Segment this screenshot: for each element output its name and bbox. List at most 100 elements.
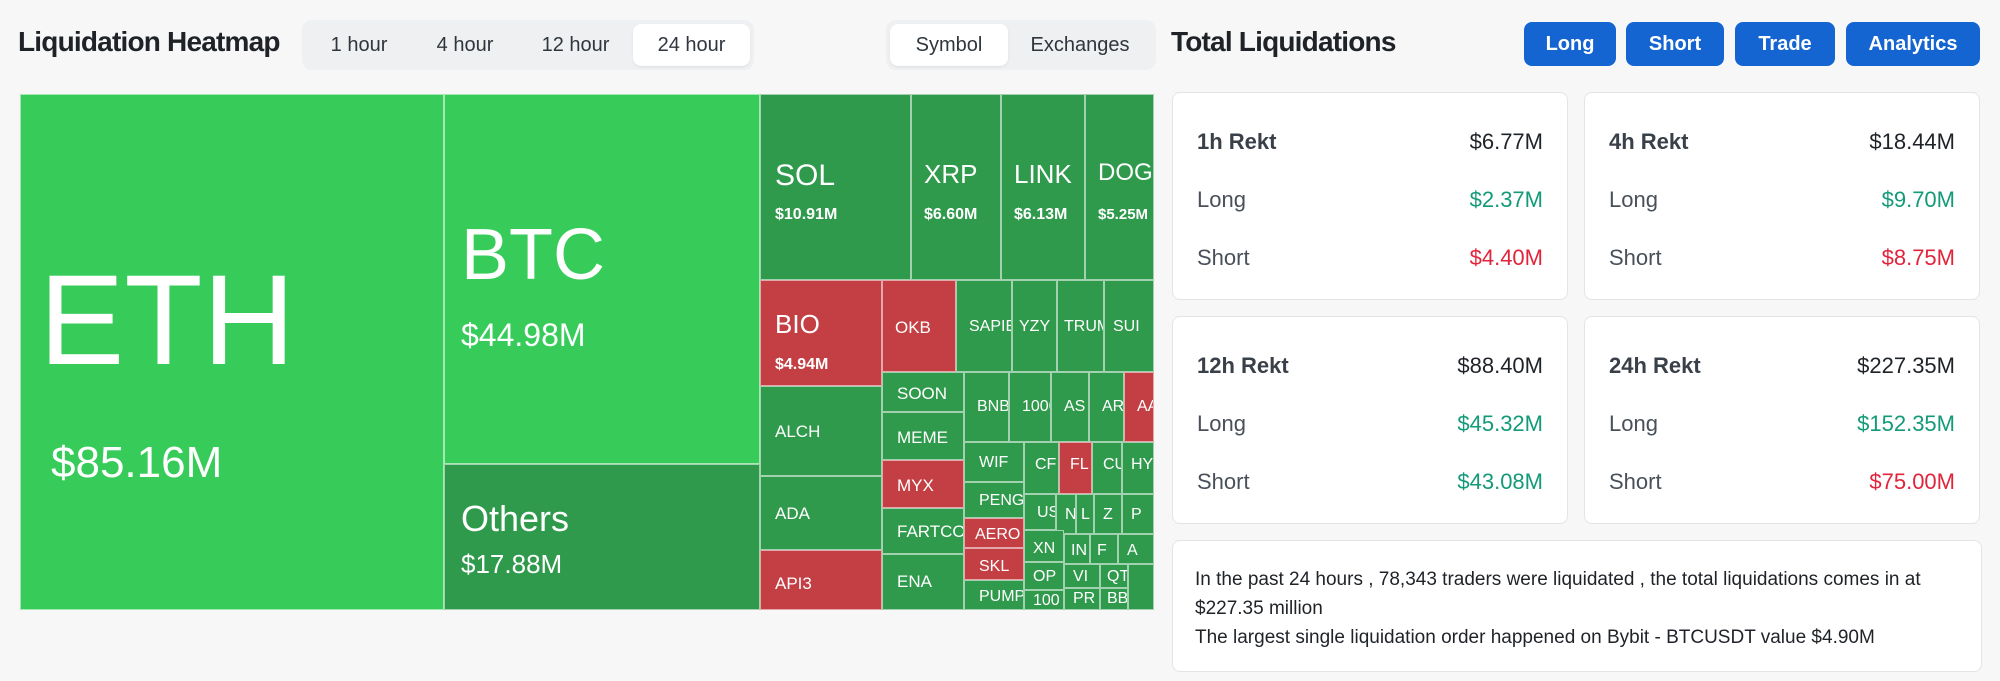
heatmap-tile-alch[interactable]: ALCH xyxy=(760,386,882,476)
heatmap-tile-doge[interactable]: DOGE $5.25M xyxy=(1085,94,1154,280)
tile-symbol: US xyxy=(1037,504,1055,521)
tile-symbol: SOL xyxy=(775,159,836,192)
heatmap-tile-fartcoin[interactable]: FARTCOIN xyxy=(882,508,964,554)
rekt-long-row: Long $45.32M xyxy=(1197,411,1543,437)
heatmap-tile-qt[interactable]: QT xyxy=(1100,564,1128,588)
tile-symbol: F xyxy=(1097,542,1107,559)
heatmap-tile-sol[interactable]: SOL $10.91M xyxy=(760,94,911,280)
analytics-button[interactable]: Analytics xyxy=(1846,22,1980,66)
heatmap-tile-aa[interactable]: AA xyxy=(1124,372,1154,442)
summary-line-2: The largest single liquidation order hap… xyxy=(1195,627,1875,648)
heatmap-tile-yzy[interactable]: YZY xyxy=(1012,280,1057,372)
tile-value: $85.16M xyxy=(51,438,223,487)
heatmap-tile-in[interactable]: IN xyxy=(1064,534,1090,564)
long-button[interactable]: Long xyxy=(1524,22,1616,66)
heatmap-tile-okb[interactable]: OKB xyxy=(882,280,956,372)
heatmap-tile-sui[interactable]: SUI xyxy=(1104,280,1154,372)
heatmap-tile-sapien[interactable]: SAPIEN xyxy=(956,280,1012,372)
rekt-long-label: Long xyxy=(1197,411,1246,436)
heatmap-tile-cu[interactable]: CU xyxy=(1092,442,1122,494)
rekt-total-value: $227.35M xyxy=(1857,353,1955,378)
heatmap-tile-wif[interactable]: WIF xyxy=(964,442,1024,482)
rekt-long-row: Long $152.35M xyxy=(1609,411,1955,437)
tile-symbol: PUMP xyxy=(979,588,1024,605)
tile-symbol: 1000 xyxy=(1022,398,1050,415)
heatmap-tile-eth[interactable]: ETH $85.16M xyxy=(20,94,444,610)
heatmap-tile-op[interactable]: OP xyxy=(1024,562,1064,590)
tile-symbol: HY xyxy=(1131,456,1154,473)
tile-symbol: OP xyxy=(1033,568,1057,585)
tile-value: $5.25M xyxy=(1098,206,1149,223)
heatmap-tile-1000[interactable]: 1000 xyxy=(1009,372,1051,442)
trade-button[interactable]: Trade xyxy=(1735,22,1835,66)
heatmap-tile-bio[interactable]: BIO $4.94M xyxy=(760,280,882,386)
heatmap-tile-n[interactable]: N xyxy=(1056,494,1076,534)
heatmap-tile-ar[interactable]: AR xyxy=(1089,372,1124,442)
tile-symbol: BNB xyxy=(977,398,1009,415)
heatmap-tile-link[interactable]: LINK $6.13M xyxy=(1001,94,1085,280)
heatmap-tile-cf[interactable]: CF xyxy=(1024,442,1059,494)
tab-4-hour[interactable]: 4 hour xyxy=(436,33,494,56)
rekt-long-value: $9.70M xyxy=(1881,187,1955,212)
heatmap-tile-soon[interactable]: SOON xyxy=(882,372,964,412)
tile-symbol: VI xyxy=(1073,568,1089,585)
heatmap-tile-myx[interactable]: MYX xyxy=(882,460,964,508)
heatmap-tile-a[interactable]: A xyxy=(1118,534,1154,564)
rekt-card-4h: 4h Rekt $18.44M Long $9.70M Short $8.75M xyxy=(1584,92,1980,300)
rekt-total-row: 24h Rekt $227.35M xyxy=(1609,353,1955,379)
heatmap-tile-bb[interactable]: BB xyxy=(1100,588,1128,610)
heatmap-tile-misc-50[interactable] xyxy=(1128,564,1154,610)
rekt-total-row: 1h Rekt $6.77M xyxy=(1197,129,1543,155)
tile-symbol: PR xyxy=(1073,590,1096,607)
heatmap-tile-vi[interactable]: VI xyxy=(1064,564,1100,588)
heatmap-tile-pr[interactable]: PR xyxy=(1064,588,1100,610)
heatmap-tile-l[interactable]: L xyxy=(1076,494,1094,534)
rekt-long-value: $2.37M xyxy=(1469,187,1543,212)
heatmap-tile-z[interactable]: Z xyxy=(1094,494,1122,534)
rekt-short-row: Short $4.40M xyxy=(1197,245,1543,271)
heatmap-tile-fl[interactable]: FL xyxy=(1059,442,1092,494)
heatmap-tile-f[interactable]: F xyxy=(1090,534,1118,564)
rekt-short-row: Short $43.08M xyxy=(1197,469,1543,495)
tab-symbol[interactable]: Symbol xyxy=(890,24,1008,66)
tile-symbol: MYX xyxy=(897,476,934,495)
heatmap-tile-ada[interactable]: ADA xyxy=(760,476,882,550)
tile-symbol: BTC xyxy=(461,215,605,295)
heatmap-tile-btc[interactable]: BTC $44.98M xyxy=(444,94,760,464)
heatmap-tile-bnb[interactable]: BNB xyxy=(964,372,1009,442)
rekt-short-value: $43.08M xyxy=(1457,469,1543,494)
tab-12-hour[interactable]: 12 hour xyxy=(541,33,610,56)
tab-exchanges[interactable]: Exchanges xyxy=(1030,33,1130,56)
heatmap-tile-skl[interactable]: SKL xyxy=(964,548,1024,580)
tile-symbol: SUI xyxy=(1113,318,1140,335)
heatmap-tile-p[interactable]: P xyxy=(1122,494,1154,534)
tile-value: $44.98M xyxy=(461,317,586,353)
tab-1-hour[interactable]: 1 hour xyxy=(330,33,388,56)
rekt-long-row: Long $9.70M xyxy=(1609,187,1955,213)
heatmap-tile-meme[interactable]: MEME xyxy=(882,412,964,460)
tab-24-hour[interactable]: 24 hour xyxy=(633,24,750,66)
tile-symbol: XRP xyxy=(924,159,978,189)
heatmap-tile-xrp[interactable]: XRP $6.60M xyxy=(911,94,1001,280)
heatmap-tile-pump[interactable]: PUMP xyxy=(964,580,1024,610)
heatmap-tile-trump[interactable]: TRUMP xyxy=(1057,280,1104,372)
tile-symbol: ETH xyxy=(39,249,295,392)
rekt-short-row: Short $8.75M xyxy=(1609,245,1955,271)
heatmap-tile-aero[interactable]: AERO xyxy=(964,518,1024,548)
heatmap-tile-xn[interactable]: XN xyxy=(1024,530,1064,562)
heatmap-tile-us[interactable]: US xyxy=(1024,494,1056,530)
rekt-short-value: $75.00M xyxy=(1869,469,1955,494)
heatmap-tile-others[interactable]: Others $17.88M xyxy=(444,464,760,610)
rekt-short-row: Short $75.00M xyxy=(1609,469,1955,495)
tile-symbol: CU xyxy=(1103,456,1121,473)
tile-symbol: TRUMP xyxy=(1064,318,1103,335)
heatmap-tile-100[interactable]: 100 xyxy=(1024,590,1064,610)
heatmap-tile-hy[interactable]: HY xyxy=(1122,442,1154,494)
heatmap-tile-as[interactable]: AS xyxy=(1051,372,1089,442)
liquidation-heatmap: ETH $85.16M BTC $44.98M Others $17.88M SOL $10.… xyxy=(20,94,1154,610)
heatmap-tile-ena[interactable]: ENA xyxy=(882,554,964,610)
short-button[interactable]: Short xyxy=(1626,22,1724,66)
rekt-short-value: $4.40M xyxy=(1469,245,1543,270)
heatmap-tile-api3[interactable]: API3 xyxy=(760,550,882,610)
